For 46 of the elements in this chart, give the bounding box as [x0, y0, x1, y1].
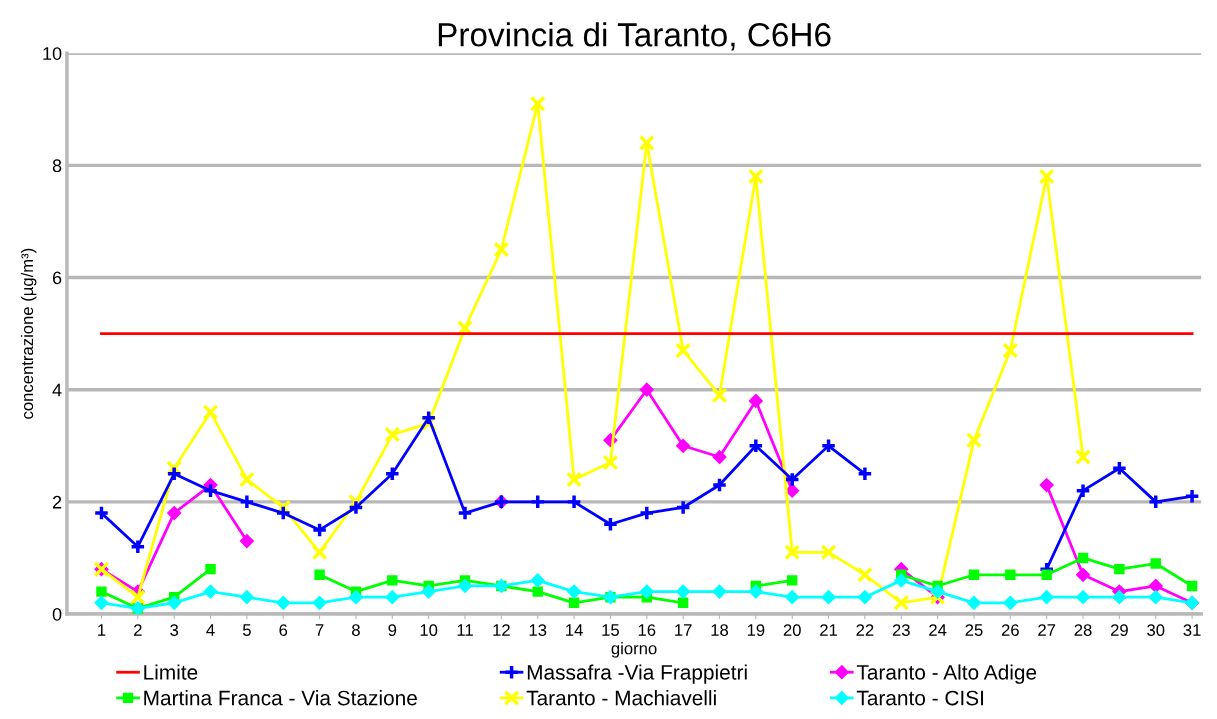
- x-tick-label: 17: [675, 624, 692, 636]
- x-tick-label: 6: [279, 624, 288, 636]
- x-tick-label: 10: [420, 624, 438, 636]
- y-tick-label: 4: [52, 383, 62, 397]
- x-tick-label: 5: [242, 624, 251, 636]
- x-tick-label: 25: [965, 624, 983, 636]
- x-tick-label: 16: [638, 624, 656, 636]
- x-tick-label: 11: [457, 624, 473, 636]
- chart-title: Provincia di Taranto, C6H6: [438, 22, 831, 51]
- x-tick-label: 26: [1001, 624, 1019, 636]
- x-tick-label: 12: [493, 624, 510, 636]
- x-tick-label: 28: [1074, 624, 1092, 636]
- legend-label: Martina Franca - Via Stazione: [144, 690, 417, 706]
- x-tick-label: 18: [711, 624, 729, 636]
- legend-label: Taranto - CISI: [856, 690, 983, 706]
- x-tick-label: 14: [566, 624, 583, 636]
- x-tick-label: 31: [1183, 624, 1201, 636]
- x-tick-label: 13: [529, 624, 547, 636]
- legend-label: Limite: [144, 664, 198, 680]
- y-tick-label: 0: [52, 607, 62, 621]
- x-tick-label: 2: [134, 624, 142, 636]
- x-tick-label: 22: [856, 624, 874, 636]
- x-tick-label: 8: [352, 624, 360, 636]
- x-tick-label: 21: [820, 624, 838, 636]
- x-tick-label: 9: [388, 624, 397, 636]
- y-tick-label: 6: [52, 271, 62, 285]
- x-tick-label: 20: [783, 624, 801, 636]
- x-axis-title: giorno: [611, 642, 657, 658]
- x-tick-label: 7: [315, 624, 324, 636]
- legend-label: Massafra -Via Frappietri: [527, 664, 747, 684]
- y-tick-label: 10: [43, 47, 62, 60]
- x-tick-label: 15: [602, 624, 619, 636]
- y-axis-title: concentrazione (µg/m³): [20, 248, 37, 419]
- x-tick-label: 24: [929, 624, 947, 636]
- y-tick-label: 2: [52, 495, 62, 509]
- legend-label: Taranto - Machiavelli: [526, 690, 716, 706]
- x-tick-label: 19: [747, 624, 765, 636]
- x-tick-label: 30: [1147, 624, 1165, 636]
- x-tick-label: 23: [892, 624, 910, 636]
- x-tick-label: 4: [206, 624, 215, 636]
- legend-label: Taranto - Alto Adige: [856, 664, 1037, 684]
- x-tick-label: 1: [98, 624, 106, 636]
- x-tick-label: 27: [1038, 624, 1056, 636]
- y-tick-label: 8: [52, 159, 62, 173]
- x-tick-label: 29: [1110, 624, 1128, 636]
- x-tick-label: 3: [170, 624, 179, 636]
